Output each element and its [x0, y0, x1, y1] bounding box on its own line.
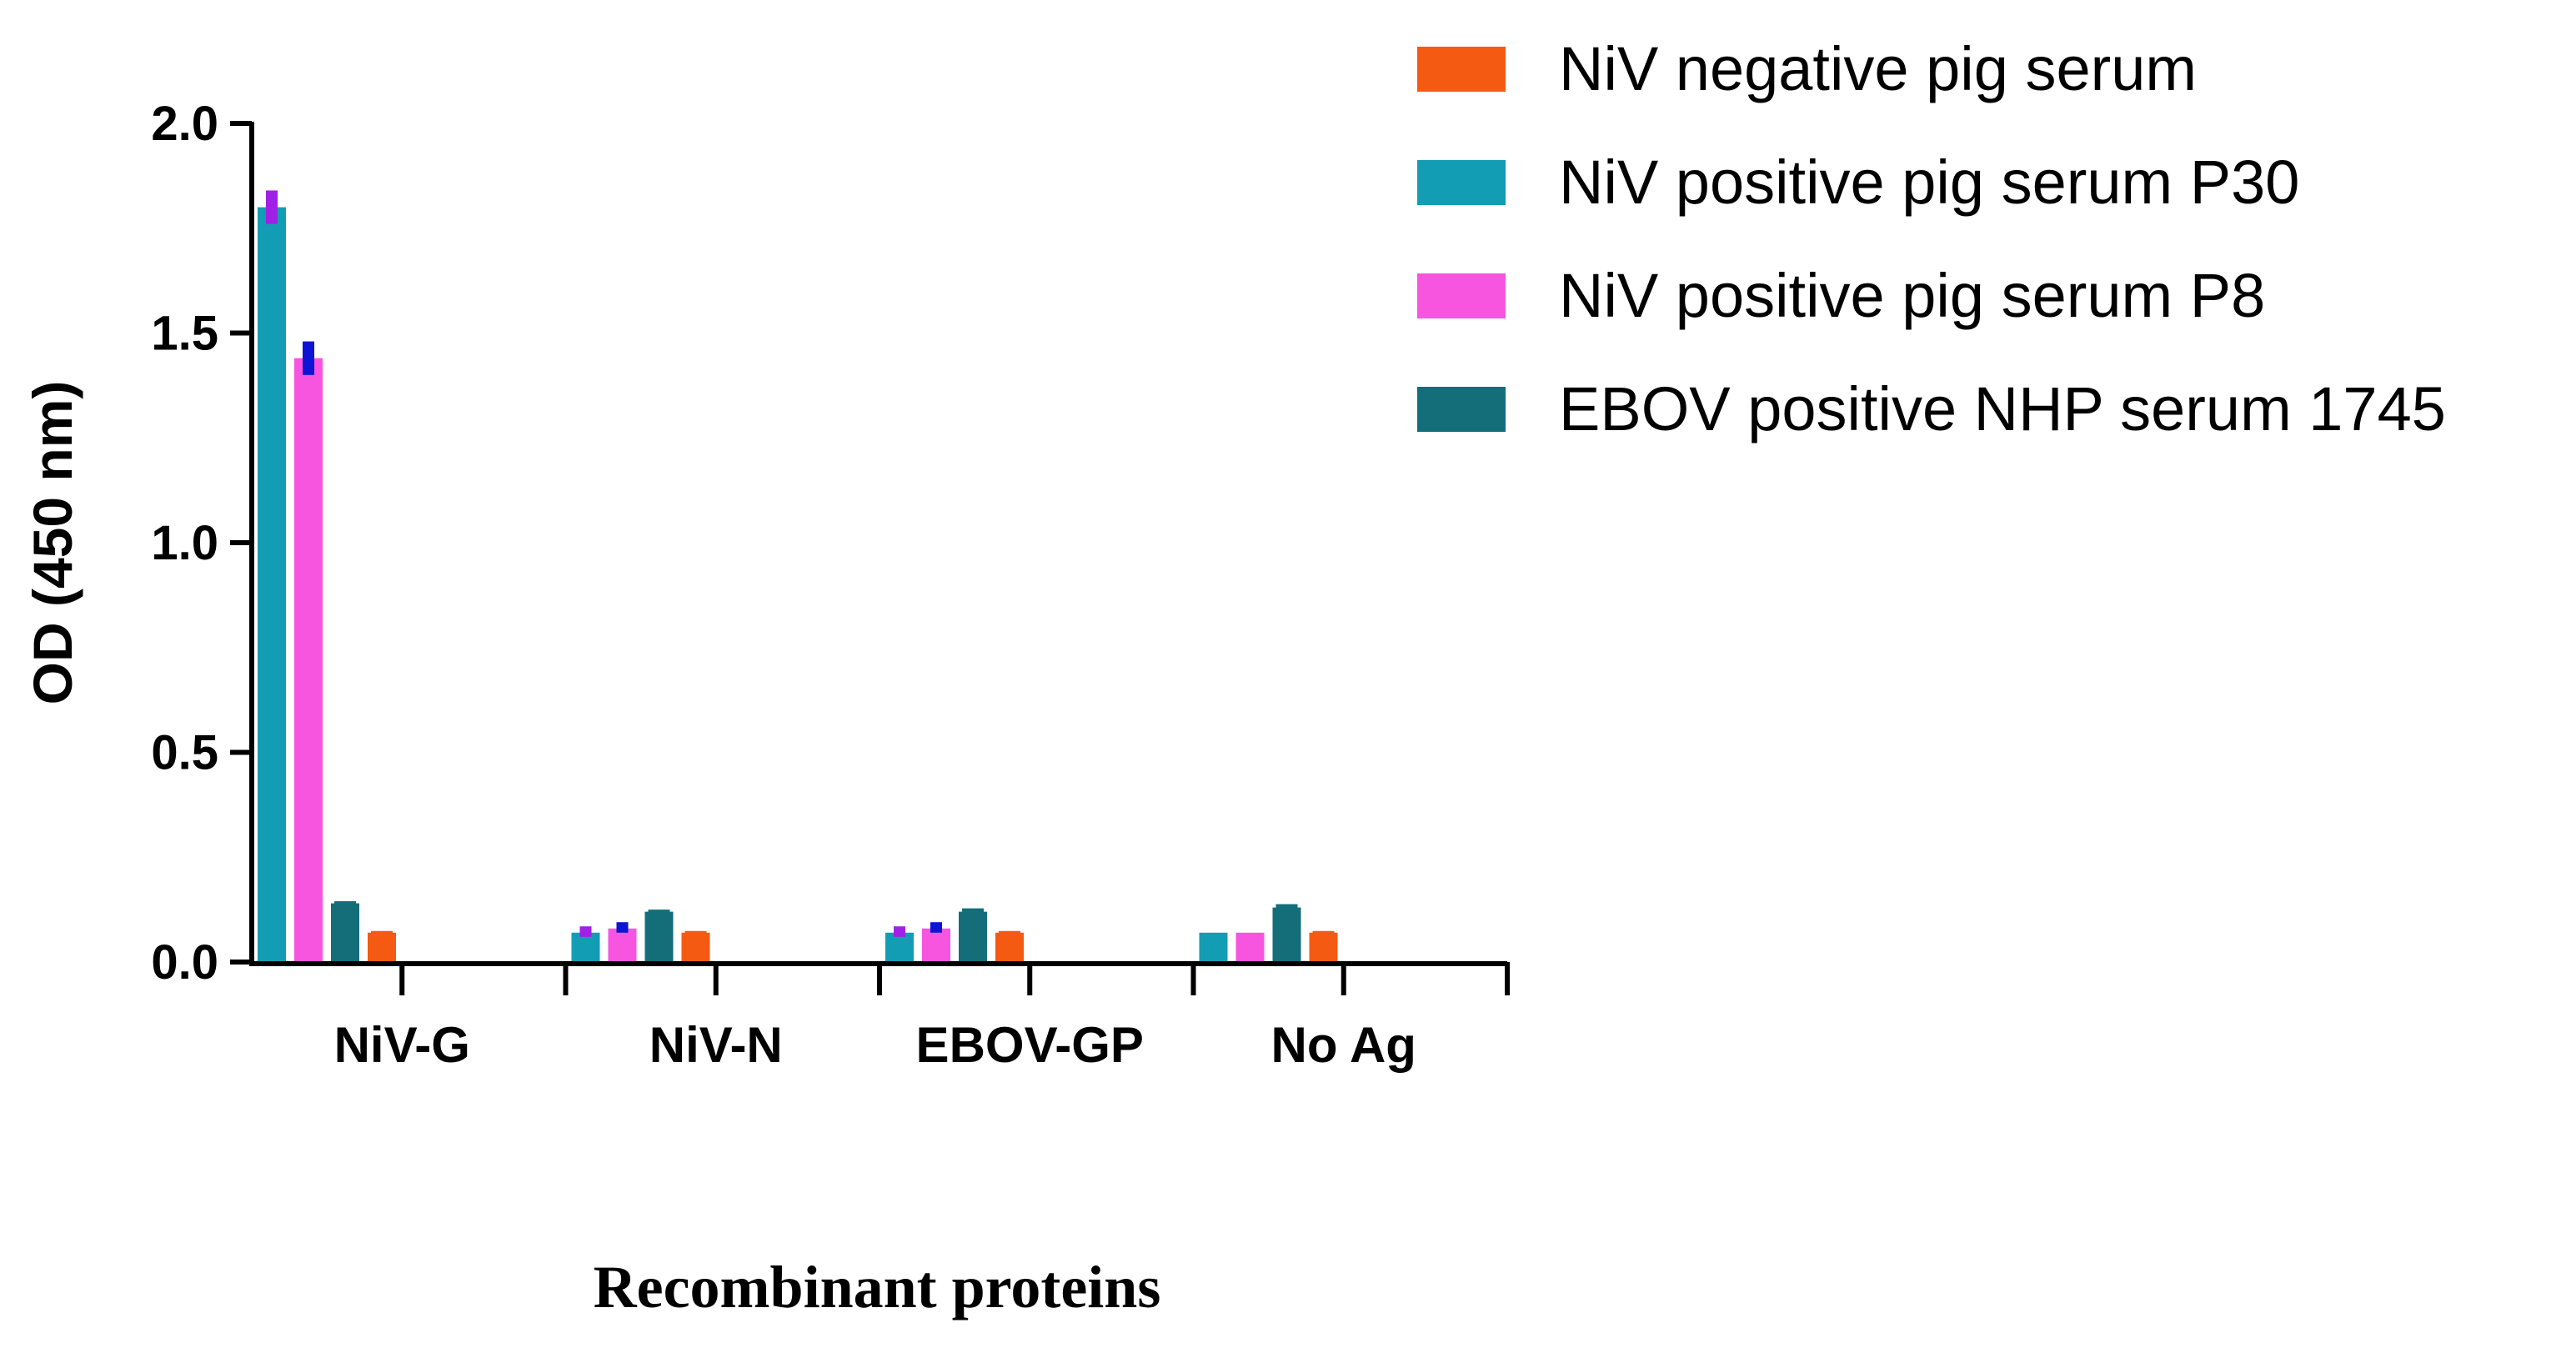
bar-niv-n-series-1: [571, 932, 600, 962]
error-cap: [999, 930, 1020, 935]
y-tick-label: 0.0: [151, 935, 218, 990]
bar-ebov-gp-series-2: [922, 928, 950, 962]
bar-ebov-gp-series-4: [995, 932, 1024, 962]
legend-label: NiV negative pig serum: [1559, 34, 2197, 103]
error-cap: [648, 910, 670, 914]
axes: 0.0 0.5 1.0 1.5 2.0 NiV-G NiV-N EBOV-GP No Ag: [151, 97, 1510, 1073]
y-axis-title: OD (450 nm): [22, 381, 83, 705]
bar-niv-g-series-3: [331, 903, 359, 962]
error-bar: [303, 341, 314, 375]
bar-no-ag-series-3: [1272, 907, 1301, 962]
error-cap: [334, 901, 356, 905]
x-tick-label: No Ag: [1271, 1017, 1416, 1073]
axis-labels: OD (450 nm) Recombinant proteins: [22, 381, 1160, 1320]
legend-label: NiV positive pig serum P8: [1559, 261, 2265, 330]
error-bar: [616, 922, 629, 933]
error-cap: [1312, 930, 1335, 935]
legend-label: EBOV positive NHP serum 1745: [1559, 374, 2446, 443]
x-axis-title: Recombinant proteins: [594, 1254, 1161, 1320]
y-tick-label: 2.0: [151, 97, 218, 151]
bar-niv-g-series-2: [294, 358, 323, 962]
bar-niv-n-series-4: [681, 932, 710, 962]
x-tick-label: NiV-N: [649, 1017, 783, 1073]
legend-swatch: [1417, 47, 1506, 92]
error-bar: [930, 922, 942, 933]
error-cap: [371, 930, 393, 935]
error-bar: [894, 926, 905, 937]
bar-niv-n-series-2: [608, 928, 637, 962]
bar-niv-g-series-1: [258, 207, 286, 963]
bar-no-ag-series-2: [1235, 932, 1265, 962]
bar-ebov-gp-series-3: [959, 911, 987, 962]
error-cap: [1275, 904, 1298, 910]
x-tick-label: EBOV-GP: [916, 1017, 1144, 1073]
bar-ebov-gp-series-1: [885, 932, 914, 962]
legend-label: NiV positive pig serum P30: [1559, 148, 2299, 217]
y-tick-label: 0.5: [151, 726, 218, 780]
legend-swatch: [1417, 387, 1506, 432]
error-cap: [962, 908, 984, 914]
y-tick-label: 1.5: [151, 307, 218, 361]
error-bar: [579, 926, 592, 937]
bar-niv-n-series-3: [644, 911, 674, 962]
x-tick-label: NiV-G: [334, 1017, 470, 1073]
bar-niv-g-series-4: [368, 932, 396, 962]
error-cap: [684, 930, 707, 935]
y-tick-label: 1.0: [151, 516, 218, 570]
bar-no-ag-series-1: [1199, 932, 1228, 962]
legend-swatch: [1417, 160, 1506, 205]
bar-no-ag-series-4: [1309, 932, 1338, 962]
legend-swatch: [1417, 273, 1506, 318]
plot-area: [258, 190, 1338, 963]
error-bar: [266, 190, 278, 224]
legend: NiV negative pig serum NiV positive pig s…: [1417, 34, 2446, 443]
